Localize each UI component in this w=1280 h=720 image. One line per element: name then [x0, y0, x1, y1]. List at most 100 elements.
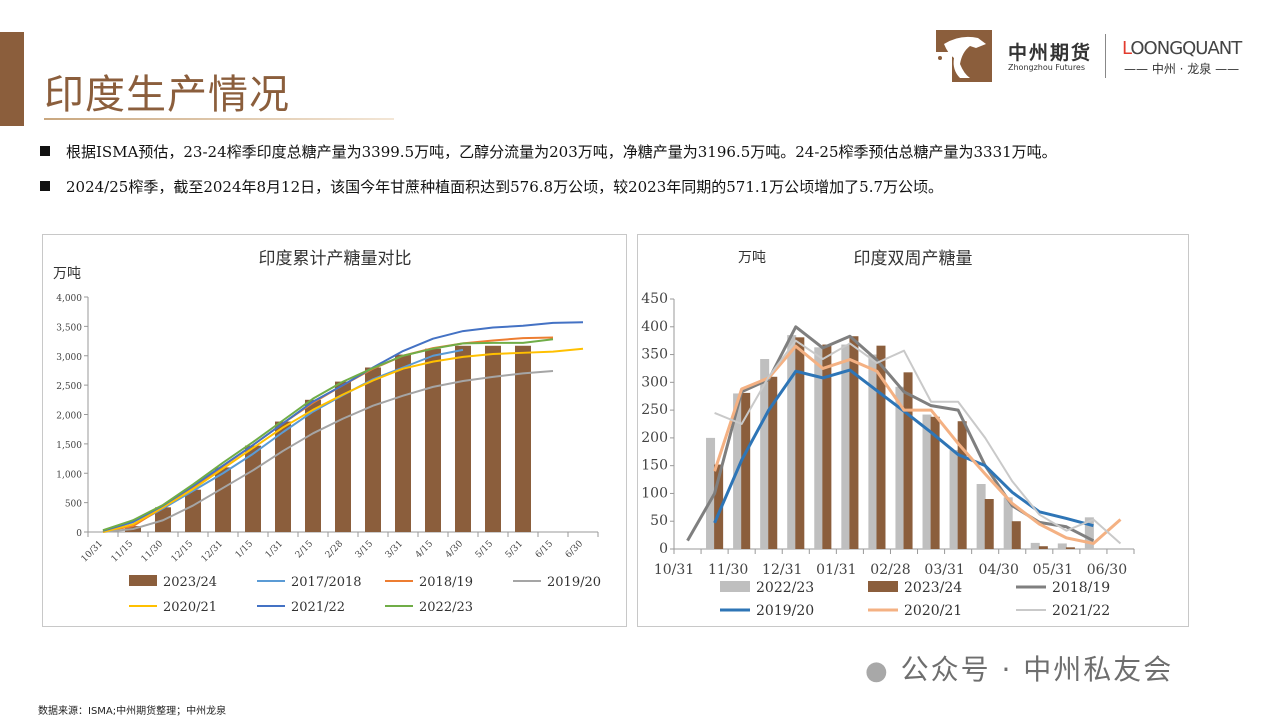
loongquant-logo: LOONGQUANT	[1122, 38, 1242, 59]
bar-2023-24	[741, 392, 751, 549]
y-axis-unit: 万吨	[738, 250, 766, 266]
x-tick-label: 2/15	[294, 539, 316, 561]
chart-panel-cumulative: 印度累计产糖量对比 万吨 0 500 1,000 1,500 2,000 2,500 3,000…	[42, 234, 627, 627]
chart-title: 印度双周产糖量	[854, 249, 973, 269]
legend-label: 2021/22	[291, 600, 345, 615]
x-tick-label: 3/15	[354, 539, 376, 561]
legend-label: 2019/20	[756, 603, 814, 619]
page-title: 印度生产情况	[44, 72, 290, 118]
bar-2023-24	[305, 399, 321, 532]
legend-label: 2019/20	[547, 575, 601, 590]
x-tick-label: 11/30	[708, 562, 748, 578]
bar-2023-24	[876, 345, 886, 549]
y-tick-label: 2,000	[56, 412, 82, 422]
legend-label: 2023/24	[904, 580, 962, 596]
bar-2023-24	[984, 499, 994, 549]
bar-2022-23	[1057, 543, 1067, 549]
y-tick-label: 250	[641, 402, 668, 418]
y-tick-label: 350	[641, 347, 668, 363]
bar-2023-24	[425, 348, 441, 532]
title-accent-bar	[0, 32, 24, 126]
bullet-item: 根据ISMA预估，23-24榨季印度总糖产量为3399.5万吨，乙醇分流量为20…	[40, 141, 1057, 162]
bar-2023-24	[957, 421, 967, 549]
x-tick-label: 02/28	[870, 562, 910, 578]
bar-2023-24	[185, 489, 201, 532]
y-axis-unit: 万吨	[53, 266, 81, 282]
watermark-text: 公众号 · 中州私友会	[900, 653, 1174, 686]
legend-label: 2018/19	[419, 575, 473, 590]
x-tick-label: 03/31	[924, 562, 964, 578]
y-tick-label: 50	[650, 513, 668, 529]
bullet-square-icon	[40, 146, 50, 156]
x-tick-label: 10/31	[80, 539, 105, 564]
line-2021-22	[714, 339, 1122, 545]
x-tick-label: 3/31	[384, 539, 405, 560]
legend-label: 2017/2018	[291, 575, 362, 590]
y-tick-label: 500	[65, 500, 82, 510]
bar-2023-24	[1065, 547, 1075, 549]
bar-2022-23	[787, 335, 797, 549]
y-tick-label: 200	[641, 430, 668, 446]
y-tick-label: 3,500	[56, 323, 82, 333]
bar-2023-24	[395, 354, 411, 532]
y-tick-label: 1,000	[56, 470, 82, 480]
chart-title: 印度累计产糖量对比	[259, 249, 412, 269]
x-tick-label: 5/15	[474, 539, 496, 561]
logo-divider	[1105, 34, 1106, 78]
wechat-icon: ●	[865, 656, 890, 686]
y-tick-label: 150	[641, 458, 668, 474]
legend-label: 2023/24	[163, 575, 217, 590]
x-tick-label: 10/31	[654, 562, 694, 578]
legend-swatch	[129, 575, 157, 586]
bar-2022-23	[976, 484, 986, 549]
y-tick-label: 300	[641, 374, 668, 390]
biweekly-production-chart: 印度双周产糖量 万吨 0 50 100 150 200 250 300 350 400 450 10/3…	[641, 249, 1135, 619]
y-tick-label: 400	[641, 319, 668, 335]
x-tick-label: 12/31	[200, 539, 225, 564]
x-tick-label: 01/31	[816, 562, 856, 578]
x-tick-label: 4/15	[414, 539, 436, 561]
x-tick-label: 4/30	[444, 539, 466, 561]
y-tick-label: 3,000	[56, 353, 82, 363]
watermark: ● 公众号 · 中州私友会	[865, 648, 1173, 688]
y-tick-label: 2,500	[56, 382, 82, 392]
line-2021-22	[102, 321, 584, 532]
x-tick-label: 12/31	[762, 562, 802, 578]
legend-swatch	[868, 581, 898, 592]
bar-2023-24	[485, 345, 501, 532]
bar-2022-23	[760, 359, 770, 549]
legend-label: 2022/23	[756, 580, 814, 596]
bar-2022-23	[814, 347, 824, 549]
y-tick-label: 0	[659, 541, 668, 557]
x-tick-label: 05/31	[1033, 562, 1073, 578]
x-tick-label: 1/31	[264, 539, 285, 560]
bar-2022-23	[1030, 542, 1040, 549]
bar-2023-24	[515, 345, 531, 532]
bar-2023-24	[822, 344, 832, 549]
bullet-text: 根据ISMA预估，23-24榨季印度总糖产量为3399.5万吨，乙醇分流量为20…	[66, 143, 1057, 161]
bar-2022-23	[949, 450, 959, 549]
y-tick-label: 450	[641, 291, 668, 307]
x-tick-label: 12/15	[170, 539, 196, 565]
bar-2023-24	[455, 345, 471, 532]
zhongzhou-leopard-logo	[930, 30, 992, 82]
y-tick-label: 4,000	[56, 294, 82, 304]
x-tick-label: 1/15	[234, 539, 256, 561]
bar-2023-24	[768, 376, 778, 549]
bar-2022-23	[1084, 517, 1094, 549]
bar-2022-23	[841, 344, 851, 549]
loongquant-subtitle: —— 中州 · 龙泉 ——	[1124, 62, 1240, 76]
x-tick-label: 2/28	[324, 539, 346, 561]
bar-2023-24	[795, 337, 805, 549]
line-2019-20	[102, 370, 554, 533]
bar-2023-24	[714, 464, 724, 549]
x-tick-label: 11/15	[110, 539, 136, 565]
bar-2023-24	[903, 372, 913, 549]
bullet-square-icon	[40, 181, 50, 191]
bar-2023-24	[930, 416, 940, 549]
y-tick-label: 1,500	[56, 441, 82, 451]
legend-label: 2020/21	[163, 600, 217, 615]
bar-2022-23	[868, 354, 878, 549]
line-2020-21	[713, 344, 1122, 545]
